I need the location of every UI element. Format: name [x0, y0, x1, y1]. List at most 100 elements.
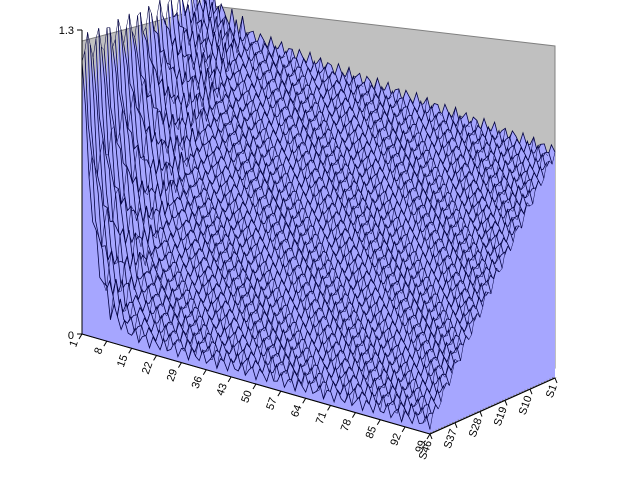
surface-grid-line-x-57	[280, 90, 407, 375]
surface-grid-line-x-23	[159, 55, 286, 350]
surface-grid-line-x-39	[216, 73, 343, 369]
axis-group: 1.3 0	[59, 25, 83, 342]
x-tick-mark-71	[327, 405, 332, 411]
surface-grid-line-x-75	[344, 124, 470, 403]
surface-grid-line-x-77	[351, 120, 478, 406]
surface-grid-line-x-69	[323, 112, 449, 399]
surface-grid-line-x-89	[394, 138, 520, 414]
surface-grid-line-x-55	[273, 88, 400, 382]
surface-grid-line-x-65	[309, 103, 435, 384]
surface-grid-line-x-3	[88, 0, 214, 179]
surface-grid-line-x-25	[166, 49, 293, 351]
surface-line-series-44	[87, 32, 436, 418]
surface-line-series-34	[114, 39, 464, 354]
x-tick-label-57: 57	[264, 396, 279, 412]
series-axis-line	[429, 377, 556, 435]
surface-grid-line-x-13	[124, 32, 250, 324]
surface-grid-line-x-49	[252, 78, 378, 368]
x-tick-label-1: 1	[67, 339, 80, 349]
x-tick-label-85: 85	[364, 425, 379, 441]
surface-line-series-23	[145, 27, 495, 287]
x-tick-mark-50	[252, 383, 257, 390]
z-tick-label-top: 1.3	[59, 25, 74, 37]
x-tick-label-36: 36	[190, 375, 205, 391]
x-tick-label-43: 43	[214, 382, 229, 398]
surface-grid-line-x-31	[188, 65, 314, 360]
x-tick-label-29: 29	[165, 368, 180, 384]
surface-grid-line-x-95	[415, 144, 541, 416]
surface-grid-line-x-87	[387, 130, 513, 406]
surface-grid-line-x-53	[266, 95, 392, 382]
surface-grid-line-x-85	[380, 128, 506, 412]
x-tick-mark-78	[351, 412, 356, 418]
x-tick-label-22: 22	[140, 360, 155, 376]
x-tick-mark-43	[227, 376, 232, 383]
series-tick-mark-S46	[429, 433, 433, 440]
surface-grid-line-x-99	[429, 152, 556, 430]
x-axis-ticks: 1 8 15 22 29 36 43 50 57 64 71 78 85 92 99	[67, 333, 431, 455]
x-tick-mark-1	[78, 333, 83, 340]
x-tick-mark-99	[426, 433, 431, 440]
series-tick-mark-S28	[479, 411, 483, 417]
x-tick-mark-85	[376, 419, 381, 425]
surface-grid-line-x-41	[223, 67, 350, 362]
x-tick-mark-15	[128, 348, 133, 354]
surface-grid-line-x-43	[230, 75, 357, 363]
surface-grid-line-x-45	[237, 84, 364, 372]
surface-grid-line-x-51	[259, 86, 385, 374]
surface-grid-line-x-15	[131, 41, 257, 336]
surface-grid-line-x-91	[401, 144, 527, 422]
series-tick-label-S37: S37	[442, 428, 460, 451]
surface-grid-line-x-37	[209, 71, 335, 360]
surface-grid-line-x-79	[358, 118, 485, 398]
surface-grid-line-x-97	[422, 152, 549, 424]
surface-grid-line-x-73	[337, 115, 463, 395]
surface-ribbon-series-44	[87, 32, 436, 432]
x-tick-mark-92	[401, 426, 406, 433]
x-tick-mark-36	[202, 369, 207, 375]
series-tick-mark-S37	[454, 422, 458, 428]
surface-line-series-40	[98, 28, 448, 392]
surface-mesh	[81, 0, 556, 434]
surface-grid-line-x-35	[202, 62, 328, 352]
surface-grid-line-x-61	[294, 104, 421, 391]
z-tick-label-bottom: 0	[68, 330, 74, 342]
surface-grid-line-x-47	[245, 81, 371, 376]
surface-grid-line-x-83	[372, 134, 499, 413]
surface-line-series-8	[187, 4, 536, 197]
surface-line-series-21	[151, 13, 500, 273]
x-tick-label-78: 78	[339, 418, 354, 434]
surface-line-series-46	[81, 61, 431, 430]
surface-grid-line-x-29	[181, 57, 307, 352]
x-tick-label-71: 71	[314, 410, 329, 426]
x-tick-label-15: 15	[115, 353, 130, 369]
surface-grid-line-x-1	[81, 0, 208, 62]
surface-grid-line-x-59	[287, 98, 414, 383]
x-tick-label-99: 99	[413, 439, 428, 455]
surface-grid-line-x-27	[174, 49, 300, 343]
surface-grid-line-x-21	[152, 45, 279, 342]
series-tick-label-S19: S19	[492, 405, 510, 428]
surface-line-series-10	[182, 0, 531, 207]
surface-grid-line-x-9	[110, 26, 236, 320]
series-tick-mark-S19	[504, 400, 508, 406]
x-tick-label-92: 92	[388, 432, 403, 448]
x-tick-mark-57	[277, 390, 282, 397]
series-tick-mark-S1	[554, 377, 558, 384]
surface-grid-line-x-71	[330, 107, 456, 392]
surface-grid-line-x-17	[138, 40, 265, 343]
surface-line-series-19	[156, 15, 506, 261]
series-tick-label-S28: S28	[467, 417, 485, 440]
x-tick-label-64: 64	[289, 403, 304, 419]
surface-line-series-12	[176, 15, 525, 222]
surface-line-series-45	[84, 51, 433, 423]
surface-grid-line-x-67	[316, 111, 442, 392]
surface-grid-line-x-7	[103, 15, 229, 291]
surface-line-series-28	[131, 31, 481, 318]
x-tick-mark-29	[177, 362, 182, 368]
surface-grid-line-x-19	[145, 36, 272, 336]
series-tick-label-S1: S1	[544, 383, 560, 400]
surface-grid-line-x-33	[195, 57, 321, 357]
